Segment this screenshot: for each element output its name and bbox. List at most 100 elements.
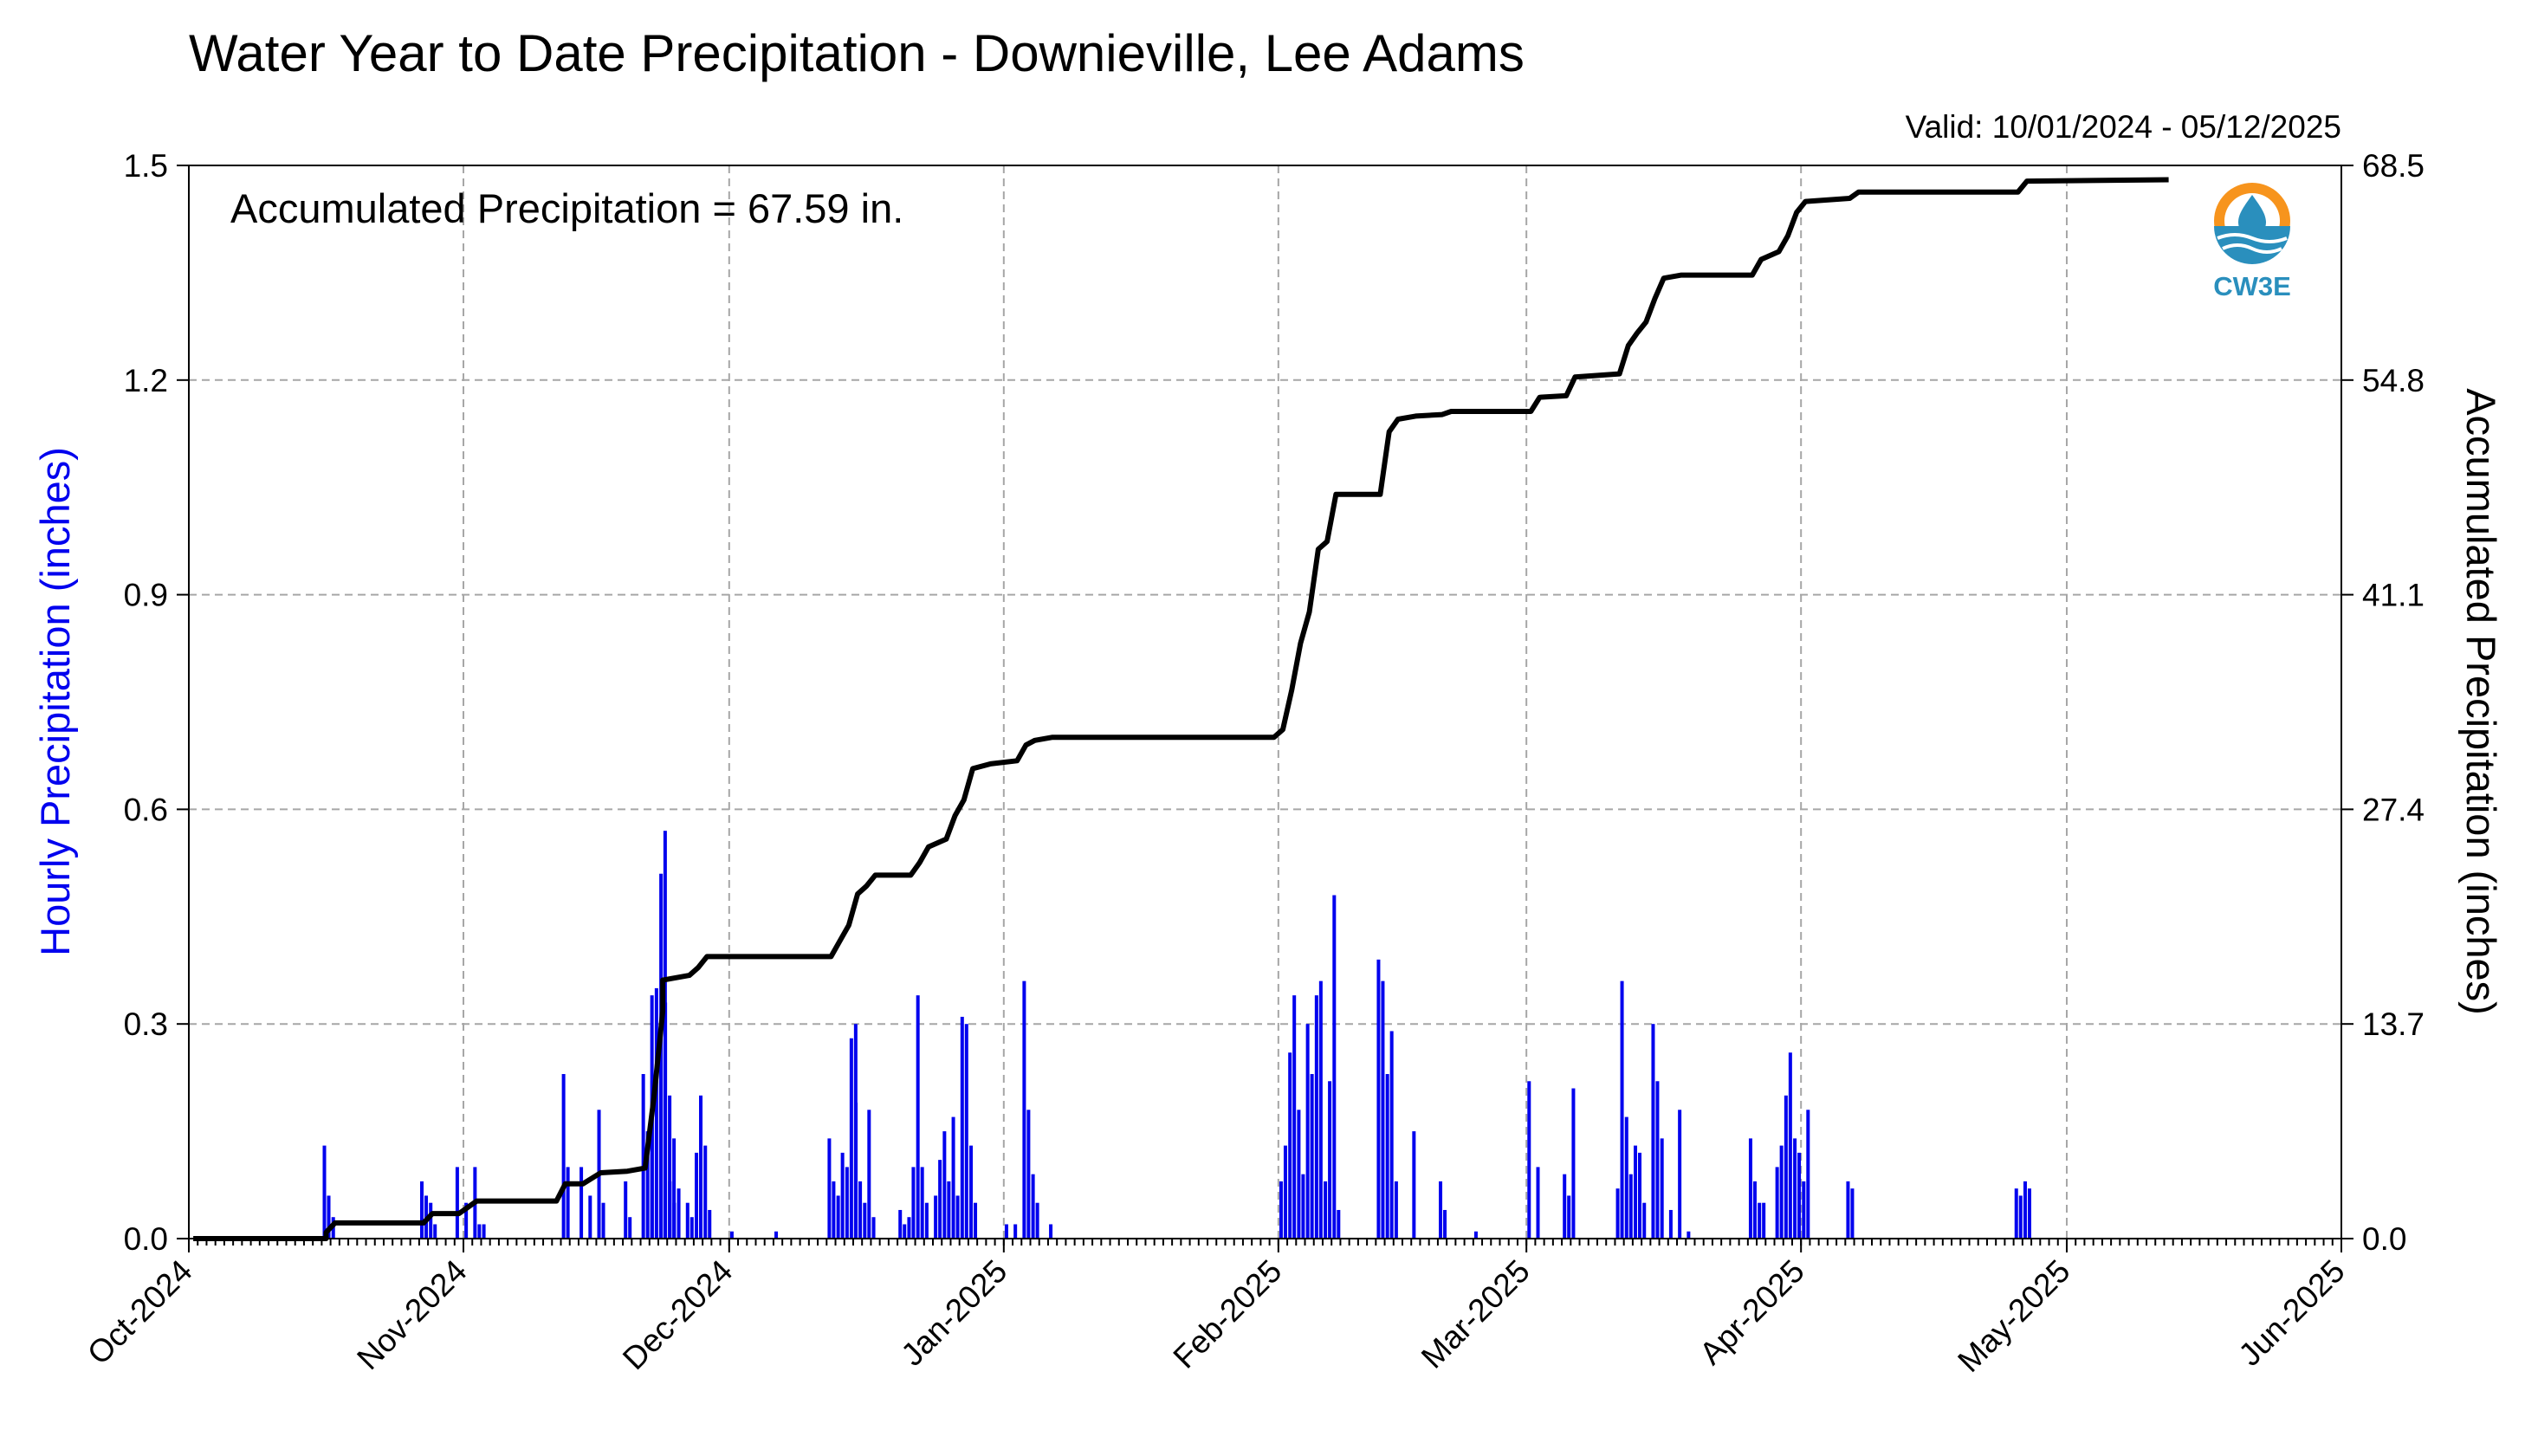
y-tick-label-right: 41.1 (2362, 578, 2425, 613)
hourly-bar (1806, 1110, 1810, 1239)
y-tick-label-left: 0.6 (124, 792, 168, 827)
hourly-bar (836, 1195, 840, 1239)
hourly-bar (1283, 1145, 1287, 1239)
x-tick-label: Apr-2025 (1693, 1253, 1811, 1372)
accumulated-precipitation-annotation: Accumulated Precipitation = 67.59 in. (230, 185, 903, 231)
hourly-bar (1793, 1138, 1797, 1239)
hourly-bar (566, 1167, 570, 1239)
hourly-bar (942, 1131, 947, 1239)
hourly-bar (1412, 1131, 1416, 1239)
logo-text: CW3E (2213, 271, 2291, 301)
hourly-bar (1473, 1231, 1478, 1239)
hourly-bar (1846, 1181, 1850, 1239)
hourly-bar (708, 1209, 712, 1239)
hourly-bar (628, 1217, 632, 1239)
hourly-bar (1779, 1145, 1784, 1239)
hourly-bar (1628, 1174, 1633, 1239)
hourly-bar (898, 1209, 903, 1239)
hourly-bar (1536, 1167, 1540, 1239)
hourly-bar (1802, 1181, 1806, 1239)
hourly-bar (2018, 1195, 2023, 1239)
hourly-bar (677, 1188, 681, 1239)
hourly-bar (1563, 1174, 1567, 1239)
hourly-bar (1324, 1181, 1328, 1239)
hourly-bar (419, 1181, 424, 1239)
hourly-bar (641, 1074, 645, 1239)
hourly-bar (695, 1152, 699, 1239)
hourly-bar (871, 1217, 876, 1239)
hourly-bar (327, 1195, 331, 1239)
y-tick-label-right: 68.5 (2362, 148, 2425, 184)
x-tick-label: Feb-2025 (1167, 1253, 1289, 1375)
hourly-bar (1385, 1074, 1389, 1239)
y-tick-label-left: 1.2 (124, 363, 168, 398)
hourly-bar (601, 1202, 605, 1239)
hourly-bar (907, 1217, 911, 1239)
chart-subtitle: Valid: 10/01/2024 - 05/12/2025 (1906, 109, 2341, 145)
hourly-bar (455, 1167, 459, 1239)
hourly-bar (1752, 1181, 1757, 1239)
x-tick-label: Dec-2024 (616, 1253, 739, 1376)
cw3e-logo: CW3E (2213, 183, 2291, 301)
y-tick-label-left: 0.0 (124, 1221, 168, 1257)
hourly-bar (1004, 1224, 1008, 1239)
hourly-bar (1439, 1181, 1443, 1239)
hourly-bar (1314, 995, 1318, 1239)
hourly-bar (964, 1024, 968, 1239)
hourly-precipitation-bars (322, 831, 2031, 1239)
hourly-bar (699, 1095, 703, 1239)
hourly-bar (1328, 1081, 1332, 1239)
hourly-bar (969, 1145, 974, 1239)
y-axis-label-right: Accumulated Precipitation (inches) (2458, 388, 2504, 1015)
hourly-bar (1332, 895, 1337, 1239)
hourly-bar (482, 1224, 486, 1239)
hourly-bar (650, 1081, 654, 1239)
hourly-bar (588, 1195, 592, 1239)
hourly-bar (1678, 1110, 1682, 1239)
hourly-bar (1022, 980, 1026, 1239)
hourly-bar (1394, 1181, 1398, 1239)
hourly-bar (1292, 995, 1297, 1239)
chart-title: Water Year to Date Precipitation - Downi… (189, 24, 1525, 82)
hourly-bar (668, 1095, 672, 1239)
hourly-bar (672, 1202, 677, 1239)
hourly-bar (654, 987, 658, 1239)
hourly-bar (1288, 1052, 1292, 1239)
hourly-bar (1850, 1188, 1855, 1239)
hourly-bar (849, 1038, 853, 1239)
hourly-bar (916, 995, 920, 1239)
x-tick-label: Jan-2025 (894, 1253, 1013, 1373)
x-tick-label: May-2025 (1951, 1253, 2076, 1379)
hourly-bar (659, 873, 664, 1239)
hourly-bar (1655, 1081, 1660, 1239)
logo-waves (2217, 233, 2288, 254)
hourly-bar (938, 1160, 942, 1239)
hourly-bar (840, 1152, 845, 1239)
hourly-bar (951, 1116, 955, 1239)
hourly-bar (2027, 1188, 2031, 1239)
hourly-bar (845, 1167, 849, 1239)
hourly-bar (1310, 1074, 1314, 1239)
hourly-bar (433, 1224, 437, 1239)
hourly-bar (1381, 980, 1385, 1239)
hourly-bar (729, 1231, 734, 1239)
hourly-bar (1615, 1188, 1620, 1239)
hourly-bar (561, 1074, 566, 1239)
y-tick-label-left: 0.9 (124, 578, 168, 613)
hourly-bar (1301, 1174, 1305, 1239)
hourly-bar (1788, 1052, 1792, 1239)
hourly-bar (1642, 1202, 1647, 1239)
x-tick-label: Oct-2024 (81, 1253, 199, 1372)
hourly-bar (1527, 1081, 1531, 1239)
hourly-bar (854, 1103, 858, 1239)
hourly-bar (903, 1224, 907, 1239)
hourly-bar (2023, 1181, 2027, 1239)
hourly-bar (1660, 1138, 1664, 1239)
hourly-bar (1758, 1202, 1762, 1239)
y-tick-label-right: 27.4 (2362, 792, 2425, 827)
hourly-bar (672, 1138, 677, 1239)
hourly-bar (867, 1110, 871, 1239)
hourly-bar (774, 1231, 779, 1239)
hourly-bar (1638, 1152, 1642, 1239)
y-tick-label-right: 13.7 (2362, 1006, 2425, 1042)
